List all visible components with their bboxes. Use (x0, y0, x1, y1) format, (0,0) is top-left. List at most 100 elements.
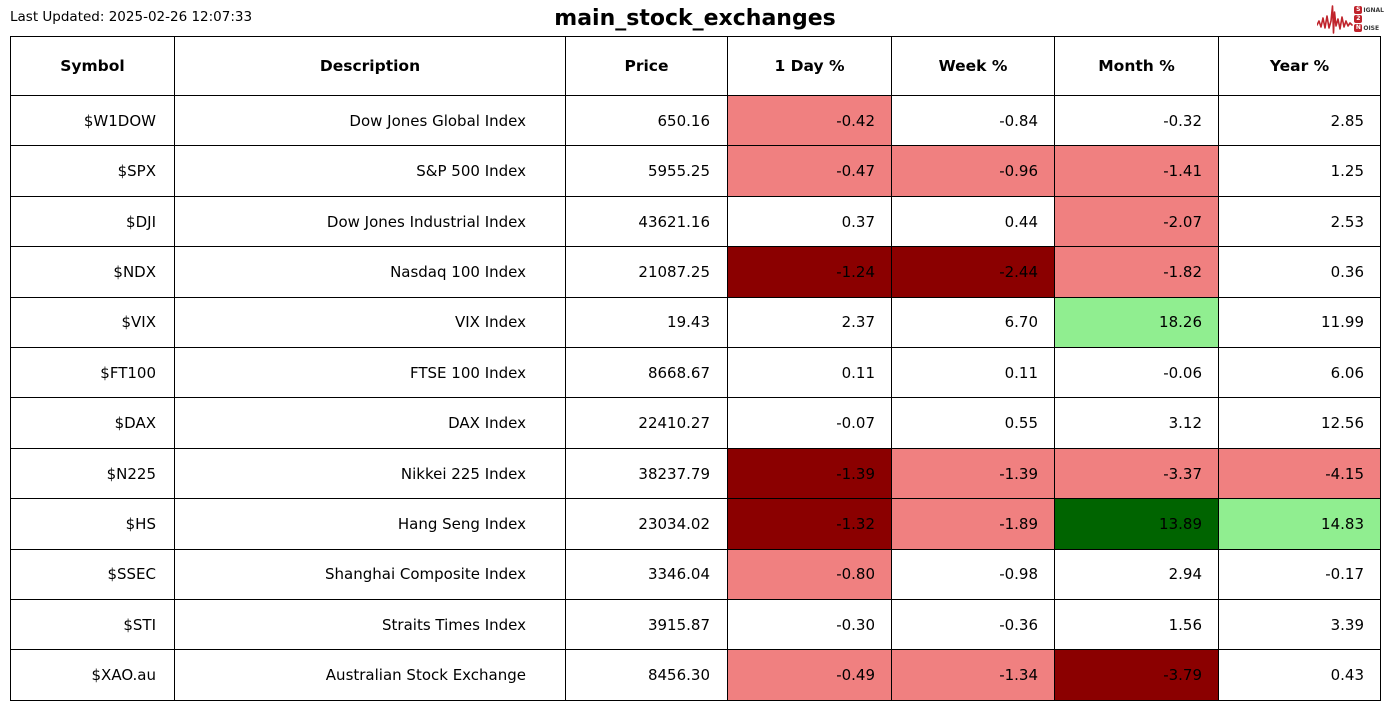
table-row: $DJI Dow Jones Industrial Index 43621.16 0.… (10, 195, 1381, 248)
table-row: $XAO.au Australian Stock Exchange 8456.30-… (10, 649, 1381, 701)
year-pct-cell: 6.06 (1218, 347, 1381, 399)
day-pct-cell: 0.11 (727, 347, 892, 399)
table-row: $FT100 FTSE 100 Index 8668.67 0.11 0.11 -0.06… (10, 347, 1381, 399)
day-pct-cell: -0.49 (727, 649, 892, 701)
symbol-cell: $STI (10, 599, 175, 651)
table-row: $STI Straits Times Index 3915.87 -0.30 -0.36… (10, 599, 1381, 651)
day-pct-cell: -1.39 (727, 447, 892, 500)
column-header-price: Price (565, 36, 728, 96)
month-pct-cell: -2.07 (1054, 195, 1219, 248)
symbol-cell: $SPX (10, 145, 175, 197)
price-cell: 38237.79 (565, 447, 728, 500)
description-cell: Shanghai Composite Index (174, 548, 566, 601)
month-pct-cell: -0.06 (1054, 347, 1219, 399)
day-pct-cell: -0.47 (727, 145, 892, 197)
column-header-description: Description (174, 36, 566, 96)
table-row: $VIX VIX Index 19.43 2.37 6.70 18.26 11.99 (10, 296, 1381, 349)
week-pct-cell: 6.70 (891, 296, 1055, 349)
month-pct-cell: -3.37 (1054, 447, 1219, 500)
day-pct-cell: 2.37 (727, 296, 892, 349)
price-cell: 8456.30 (565, 649, 728, 701)
year-pct-cell: 2.85 (1218, 94, 1381, 147)
table-row: $N225 Nikkei 225 Index 38237.79 -1.39 -1.39-… (10, 447, 1381, 500)
table-row: $DAX DAX Index 22410.27 -0.07 0.55 3.12 12.56 (10, 397, 1381, 449)
description-cell: Straits Times Index (174, 599, 566, 651)
month-pct-cell: -1.41 (1054, 145, 1219, 197)
signal2noise-logo: S IGNAL 2 N OISE (1317, 3, 1384, 35)
price-cell: 23034.02 (565, 498, 728, 550)
symbol-cell: $W1DOW (10, 94, 175, 147)
year-pct-cell: 0.43 (1218, 649, 1381, 701)
last-updated-timestamp: Last Updated: 2025-02-26 12:07:33 (10, 9, 253, 25)
year-pct-cell: 3.39 (1218, 599, 1381, 651)
table-header-row: Symbol Description Price 1 Day % Week % Month… (10, 36, 1381, 96)
symbol-cell: $VIX (10, 296, 175, 349)
month-pct-cell: -1.82 (1054, 246, 1219, 298)
description-cell: Australian Stock Exchange (174, 649, 566, 701)
column-header-week: Week % (891, 36, 1055, 96)
table-row: $W1DOW Dow Jones Global Index 650.16 -0.42-… (10, 94, 1381, 147)
day-pct-cell: -0.30 (727, 599, 892, 651)
logo-line-signal: S IGNAL (1354, 6, 1384, 14)
week-pct-cell: -1.39 (891, 447, 1055, 500)
day-pct-cell: -1.24 (727, 246, 892, 298)
price-cell: 8668.67 (565, 347, 728, 399)
column-header-symbol: Symbol (10, 36, 175, 96)
month-pct-cell: -3.79 (1054, 649, 1219, 701)
symbol-cell: $HS (10, 498, 175, 550)
price-cell: 19.43 (565, 296, 728, 349)
year-pct-cell: -4.15 (1218, 447, 1381, 500)
description-cell: FTSE 100 Index (174, 347, 566, 399)
description-cell: Dow Jones Industrial Index (174, 195, 566, 248)
price-cell: 3915.87 (565, 599, 728, 651)
week-pct-cell: 0.44 (891, 195, 1055, 248)
stock-exchanges-table: Symbol Description Price 1 Day % Week % Month… (10, 36, 1381, 701)
week-pct-cell: 0.55 (891, 397, 1055, 449)
year-pct-cell: 12.56 (1218, 397, 1381, 449)
table-row: $HS Hang Seng Index 23034.02 -1.32 -1.89 13.8… (10, 498, 1381, 550)
symbol-cell: $SSEC (10, 548, 175, 601)
price-cell: 22410.27 (565, 397, 728, 449)
day-pct-cell: -0.07 (727, 397, 892, 449)
month-pct-cell: 13.89 (1054, 498, 1219, 550)
page-title: main_stock_exchanges (554, 6, 836, 31)
day-pct-cell: -1.32 (727, 498, 892, 550)
description-cell: DAX Index (174, 397, 566, 449)
year-pct-cell: -0.17 (1218, 548, 1381, 601)
year-pct-cell: 1.25 (1218, 145, 1381, 197)
symbol-cell: $DAX (10, 397, 175, 449)
day-pct-cell: -0.80 (727, 548, 892, 601)
symbol-cell: $DJI (10, 195, 175, 248)
logo-word-signal-rest: IGNAL (1363, 6, 1384, 14)
logo-line-noise: N OISE (1354, 24, 1384, 32)
signal-waveform-icon (1317, 5, 1354, 34)
week-pct-cell: -0.84 (891, 94, 1055, 147)
week-pct-cell: -1.89 (891, 498, 1055, 550)
month-pct-cell: 18.26 (1054, 296, 1219, 349)
description-cell: Dow Jones Global Index (174, 94, 566, 147)
logo-letterbox-2: 2 (1354, 15, 1363, 23)
table-row: $SSEC Shanghai Composite Index 3346.04 -0.8… (10, 548, 1381, 601)
description-cell: S&P 500 Index (174, 145, 566, 197)
year-pct-cell: 14.83 (1218, 498, 1381, 550)
description-cell: Hang Seng Index (174, 498, 566, 550)
logo-letterbox-n: N (1354, 24, 1363, 32)
week-pct-cell: 0.11 (891, 347, 1055, 399)
column-header-month: Month % (1054, 36, 1219, 96)
symbol-cell: $FT100 (10, 347, 175, 399)
table-row: $NDX Nasdaq 100 Index 21087.25 -1.24 -2.44 -1… (10, 246, 1381, 298)
year-pct-cell: 0.36 (1218, 246, 1381, 298)
month-pct-cell: 3.12 (1054, 397, 1219, 449)
logo-word-noise-rest: OISE (1363, 24, 1380, 32)
week-pct-cell: -1.34 (891, 649, 1055, 701)
year-pct-cell: 11.99 (1218, 296, 1381, 349)
table-body: $W1DOW Dow Jones Global Index 650.16 -0.42-… (10, 94, 1381, 701)
week-pct-cell: -0.96 (891, 145, 1055, 197)
price-cell: 650.16 (565, 94, 728, 147)
symbol-cell: $NDX (10, 246, 175, 298)
table-row: $SPX S&P 500 Index 5955.25 -0.47 -0.96 -1.41 1… (10, 145, 1381, 197)
description-cell: Nikkei 225 Index (174, 447, 566, 500)
price-cell: 5955.25 (565, 145, 728, 197)
price-cell: 43621.16 (565, 195, 728, 248)
